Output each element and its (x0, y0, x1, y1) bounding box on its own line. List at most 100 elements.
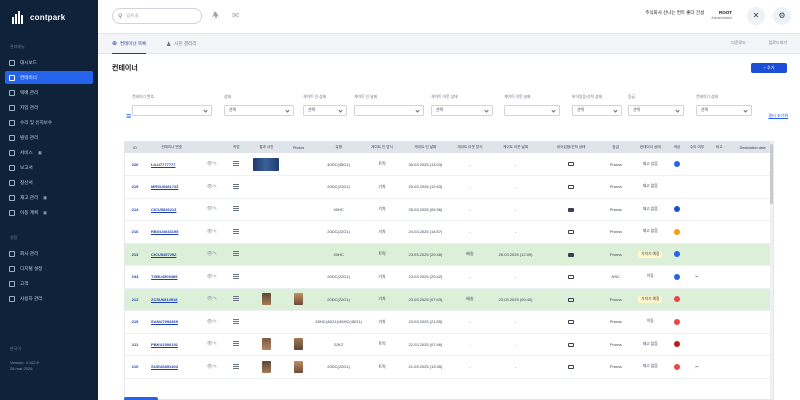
sidebar-item[interactable]: 빌링 관리 (5, 131, 93, 144)
eye-icon[interactable]: 👁 (206, 206, 213, 213)
column-header[interactable]: 컨테이너 상태 (639, 145, 661, 149)
eye-icon[interactable]: 👁 (206, 228, 213, 235)
sidebar-item[interactable]: 사용자 관리 (5, 292, 93, 305)
row-id[interactable]: 212 (125, 288, 146, 311)
mail-icon[interactable]: ✉ (232, 11, 239, 20)
table-row[interactable]: 216 RBGU4043195 👁 ✎ 20DC(22G1) 기차 24.03.2025 … (125, 220, 773, 244)
menu-icon[interactable] (233, 273, 240, 279)
menu-icon[interactable] (233, 296, 240, 302)
table-row[interactable]: 211 PBKU1000191 👁 ✎ 22K2 트럭 22.03.2025 (07:46… (125, 333, 773, 356)
container-number-link[interactable]: RBGU4043195 (145, 220, 199, 244)
photo-thumbnail[interactable] (261, 338, 271, 351)
edit-icon[interactable]: ✎ (212, 341, 218, 348)
container-number-link[interactable]: SUDU6851403 (145, 355, 199, 379)
edit-icon[interactable]: ✎ (212, 228, 218, 235)
user-info[interactable]: 주식회사 신나는 컨트 좋다 건설 ROOT Administrator (645, 10, 732, 20)
eye-icon[interactable]: 👁 (206, 296, 213, 303)
filter-select[interactable]: 선택 (303, 105, 347, 116)
edit-icon[interactable]: ✎ (212, 318, 218, 325)
tab-container-list[interactable]: ⊕ 컨테이너 목록 (112, 34, 147, 54)
row-id[interactable]: 220 (125, 153, 146, 176)
menu-icon[interactable] (233, 228, 240, 234)
photo-thumbnail[interactable] (294, 293, 304, 306)
column-header[interactable]: 비어있음/선적 상태 (557, 145, 586, 149)
column-header[interactable]: Destination date (739, 145, 766, 150)
edit-icon[interactable]: ✎ (212, 251, 218, 258)
column-header[interactable] (198, 142, 225, 153)
column-header[interactable]: 결과 사진 (259, 145, 274, 149)
menu-icon[interactable] (233, 161, 240, 166)
filter-select[interactable]: 선택 (696, 105, 752, 116)
row-id[interactable]: 193 (125, 265, 146, 289)
menu-icon[interactable] (233, 363, 240, 369)
filter-select[interactable]: 선택 (224, 105, 294, 116)
row-id[interactable]: 211 (125, 333, 146, 356)
column-header[interactable]: Photos (292, 145, 305, 150)
search-box[interactable]: ⚲ 검색 중... (112, 8, 202, 24)
menu-icon[interactable] (233, 318, 240, 324)
sidebar-item[interactable]: 고객 (5, 277, 93, 290)
filter-icon[interactable]: ≡ (126, 111, 132, 121)
column-header[interactable]: 게이트 인 방식 (371, 145, 393, 149)
filter-select[interactable]: 선택 (431, 105, 493, 116)
reset-filters-link[interactable]: 필터 초기화 (768, 113, 788, 118)
horizontal-scrollbar[interactable] (124, 397, 158, 400)
container-number-link[interactable]: CICU5457292 (145, 243, 199, 266)
table-row[interactable]: 210 SUDU6851403 👁 ✎ 20DC(22G1) 트럭 21.03.2025 … (125, 355, 773, 379)
eye-icon[interactable]: 👁 (206, 161, 213, 167)
table-row[interactable]: 215 SANU7994369 👁 ✎ 45HC(45G1)/45HC(45G1) 기차… (125, 310, 773, 334)
column-header[interactable]: 수리 여부 (689, 145, 705, 149)
edit-icon[interactable]: ✎ (212, 363, 218, 370)
column-header[interactable]: 색상 (673, 145, 681, 149)
edit-icon[interactable]: ✎ (212, 206, 218, 213)
menu-icon[interactable] (233, 251, 240, 257)
column-header[interactable]: 등급 (612, 145, 620, 149)
settings-icon[interactable]: ⚙ (773, 7, 791, 25)
filter-select[interactable]: 선택 (572, 105, 622, 116)
search-input[interactable]: 검색 중... (126, 13, 142, 18)
eye-icon[interactable]: 👁 (206, 273, 213, 280)
photo-thumbnail[interactable] (294, 360, 304, 373)
sidebar-item[interactable]: 서비스 8 (5, 146, 93, 159)
eye-icon[interactable]: 👁 (206, 318, 213, 325)
edit-icon[interactable]: ✎ (212, 161, 218, 167)
download-link[interactable]: 다운로드 (731, 40, 746, 45)
eye-icon[interactable]: 👁 (206, 363, 213, 370)
filter-select[interactable] (132, 105, 212, 116)
edit-icon[interactable]: ✎ (212, 296, 218, 303)
edit-icon[interactable]: ✎ (212, 183, 218, 190)
sidebar-item[interactable]: 정산서 (5, 176, 93, 189)
upload-link[interactable]: 업로드하기 (768, 40, 787, 45)
container-number-link[interactable]: CICU5836213 (145, 198, 199, 221)
eye-icon[interactable]: 👁 (206, 341, 213, 348)
column-header[interactable]: 게이트 아웃 날짜 (503, 145, 529, 149)
filter-select[interactable] (504, 105, 560, 116)
photo-thumbnail[interactable] (261, 360, 271, 373)
table-scrollbar[interactable] (770, 142, 773, 399)
sidebar-item[interactable]: 지입 관리 (5, 101, 93, 114)
container-number-link[interactable]: TXBU4509489 (145, 265, 199, 289)
column-header[interactable]: 유형 (335, 145, 342, 149)
bell-icon[interactable]: 🕭 (211, 11, 220, 20)
column-header[interactable]: 작업 (232, 145, 240, 149)
row-id[interactable]: 215 (125, 310, 146, 334)
column-header[interactable]: 게이트 인 날짜 (414, 145, 437, 149)
container-number-link[interactable]: ZCSU6814518 (145, 288, 199, 311)
filter-select[interactable] (354, 105, 424, 116)
menu-icon[interactable] (233, 183, 240, 189)
menu-icon[interactable] (233, 341, 240, 347)
row-id[interactable]: 219 (125, 175, 146, 199)
container-number-link[interactable]: PBKU1000191 (145, 333, 199, 356)
sidebar-item[interactable]: 디지털 설정 (5, 262, 93, 275)
edit-icon[interactable]: ✎ (212, 273, 218, 280)
row-id[interactable]: 213 (125, 243, 146, 266)
sidebar-item[interactable]: 수리 및 유지보수 (5, 116, 93, 129)
container-number-link[interactable]: LILU7777777 (145, 153, 199, 176)
container-photo-thumbnail[interactable] (253, 157, 280, 171)
sidebar-item[interactable]: 재고 관리 8 (5, 191, 93, 204)
row-id[interactable]: 210 (125, 355, 146, 379)
column-header[interactable]: 컨테이너 번호 (161, 145, 183, 149)
photo-thumbnail[interactable] (261, 293, 271, 306)
table-row[interactable]: 213 CICU5457292 👁 ✎ 40HC 트럭 23.03.2025 (20:46… (125, 243, 773, 266)
table-row[interactable]: 219 MRSU5481743 👁 ✎ 20DC(22G1) 기차 25.03.2025 … (125, 175, 773, 199)
